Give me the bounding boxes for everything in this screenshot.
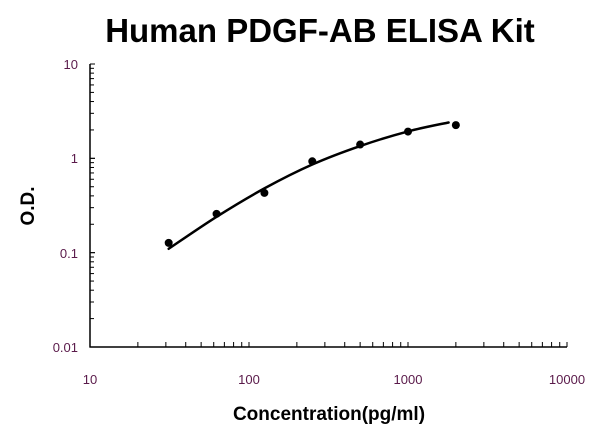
y-tick-0-1: 0.1: [60, 246, 78, 261]
data-point: [404, 127, 412, 136]
data-point: [212, 209, 221, 218]
y-tick-0-01: 0.01: [53, 340, 78, 355]
chart-title: Human PDGF-AB ELISA Kit: [105, 12, 535, 49]
data-point: [356, 140, 365, 149]
y-tick-1: 1: [71, 151, 78, 166]
y-tick-10: 10: [64, 57, 78, 72]
axes: [89, 63, 568, 348]
data-point: [451, 121, 460, 130]
x-tick-10000: 10000: [549, 372, 585, 387]
x-tick-100: 100: [238, 372, 260, 387]
fit-curve: [167, 121, 450, 251]
y-axis-title: O.D.: [18, 186, 39, 225]
data-point: [308, 157, 317, 166]
x-axis-title: Concentration(pg/ml): [233, 404, 425, 425]
data-points: [164, 121, 460, 247]
tick-labels: 10 1 0.1 0.01 10 100 1000 10000: [53, 57, 585, 387]
data-point: [164, 238, 173, 247]
x-tick-10: 10: [83, 372, 97, 387]
data-point: [260, 188, 269, 197]
x-tick-1000: 1000: [394, 372, 423, 387]
